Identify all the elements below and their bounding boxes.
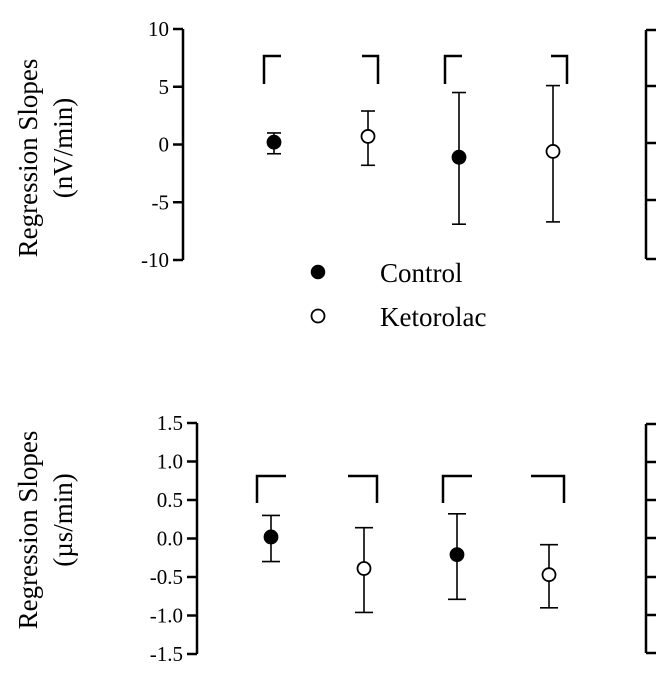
panel-bottom-ytick-label: 0.0: [157, 527, 183, 551]
panel-top-ytick-label: 10: [148, 17, 169, 41]
legend-marker-ketorolac: [310, 308, 326, 324]
bracket-right: [362, 54, 380, 84]
panel-top-ytick-label: -10: [141, 248, 169, 272]
ketorolac-marker: [541, 567, 557, 583]
control-marker: [451, 149, 467, 165]
legend: Control Ketorolac: [310, 258, 486, 332]
panel-bottom-point-control: [262, 514, 280, 563]
panel-top-points: [266, 84, 561, 225]
panel-bottom-point-ketorolac: [540, 543, 558, 609]
legend-marker-control: [310, 264, 326, 280]
panel-top-point-ketorolac: [545, 84, 561, 223]
panel-bottom-ylabel-line1: Regression Slopes: [13, 431, 43, 630]
control-marker: [449, 547, 465, 563]
bracket-right: [531, 474, 566, 503]
panel-top-ticks: 10 5 0 -5 -10: [141, 17, 183, 272]
panel-bottom-point-ketorolac: [355, 526, 373, 614]
panel-top-point-control: [451, 91, 467, 225]
bracket-right: [348, 474, 379, 503]
panel-bottom-ytick-label: -1.5: [150, 642, 183, 666]
panel-bottom-right-axis-fragment: [644, 422, 656, 655]
panel-top: Regression Slopes (nV/min) 10 5 0 -5 -10: [13, 17, 656, 272]
panel-top-right-axis-fragment: [644, 28, 656, 261]
panel-bottom-ytick-label: -1.0: [150, 604, 183, 628]
panel-bottom-ytick-label: 1.5: [157, 411, 183, 435]
panel-bottom-group-brackets: [255, 474, 566, 503]
control-marker: [263, 529, 279, 545]
bracket-left: [441, 474, 472, 503]
panel-top-point-ketorolac: [360, 110, 376, 167]
bracket-left: [255, 474, 286, 503]
bracket-left: [262, 54, 281, 84]
panel-bottom-points: [262, 513, 558, 614]
bracket-right: [551, 54, 569, 84]
legend-label-ketorolac: Ketorolac: [380, 302, 486, 332]
panel-top-ytick-label: -5: [152, 190, 170, 214]
panel-bottom-ytick-label: 1.0: [157, 450, 183, 474]
panel-top-ytick-label: 5: [159, 75, 170, 99]
panel-top-group-brackets: [262, 54, 569, 84]
ketorolac-marker: [545, 144, 561, 159]
panel-bottom-ylabel-line2: (µs/min): [48, 473, 78, 567]
panel-bottom-ytick-label: 0.5: [157, 488, 183, 512]
panel-bottom-ticks: 1.5 1.0 0.5 0.0 -0.5 -1.0 -1.5: [150, 411, 197, 666]
panel-bottom-ytick-label: -0.5: [150, 565, 183, 589]
panel-bottom-point-control: [448, 513, 466, 601]
panel-top-ytick-label: 0: [159, 133, 170, 157]
ketorolac-marker: [360, 129, 376, 144]
panel-top-point-control: [266, 132, 282, 155]
control-marker: [266, 134, 282, 150]
legend-label-control: Control: [380, 258, 463, 288]
panel-bottom: Regression Slopes (µs/min) 1.5 1.0 0.5 0.0 -…: [13, 411, 656, 666]
bracket-left: [443, 54, 462, 84]
panel-top-ylabel-line2: (nV/min): [48, 98, 78, 199]
panel-top-ylabel-line1: Regression Slopes: [13, 59, 43, 258]
ketorolac-marker: [356, 561, 372, 576]
